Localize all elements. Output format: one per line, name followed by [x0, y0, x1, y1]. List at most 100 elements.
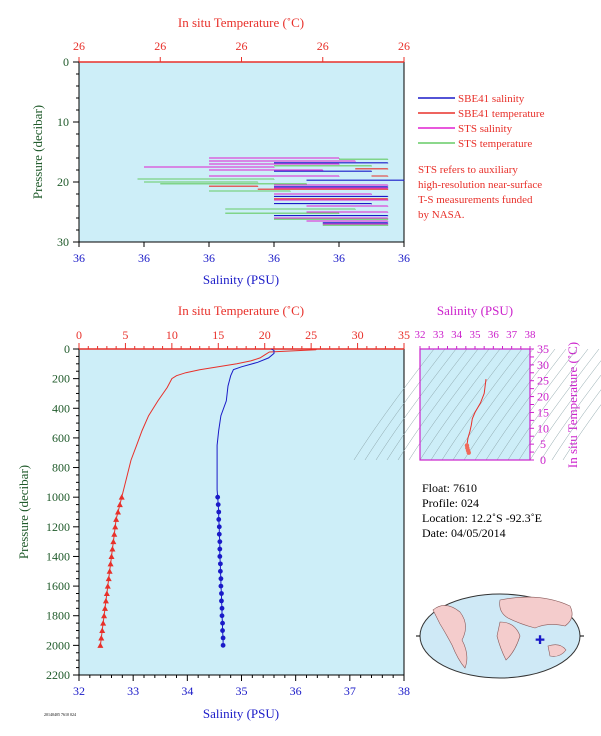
profile-marker [219, 613, 225, 619]
ts-temperature-tick-label: 25 [537, 374, 549, 388]
profile-pressure-tick-label: 200 [52, 372, 70, 386]
profile-marker [220, 635, 226, 641]
ts-panel: Salinity (PSU) In situ Temperature (˚C) … [353, 303, 601, 468]
ts-salinity-tick-label: 35 [470, 329, 482, 341]
profile-marker [113, 516, 120, 522]
profile-marker [215, 494, 221, 500]
profile-marker [107, 560, 114, 567]
map-land-australia [547, 644, 567, 657]
profile-pressure-tick-label: 400 [52, 401, 70, 415]
map-land-americas [432, 605, 468, 669]
profile-marker [220, 642, 226, 648]
profile-marker [219, 591, 224, 596]
profile-marker [100, 620, 107, 626]
profile-marker [115, 509, 121, 515]
ts-salinity-tick-label: 32 [415, 329, 426, 341]
profile-marker [217, 561, 223, 567]
profile-marker [217, 554, 223, 559]
ts-density-contour [441, 348, 523, 461]
profile-marker [104, 583, 111, 589]
ts-density-contour [540, 374, 601, 461]
legend-label-sts-salinity: STS salinity [458, 123, 513, 135]
ts-series [464, 379, 487, 455]
ts-salinity-tick-label: 33 [433, 329, 445, 341]
ts-temperature-tick-label: 0 [540, 453, 546, 467]
sts-top-tick-label: 26 [154, 39, 166, 53]
sts-left-tick-label: 0 [63, 55, 69, 69]
sts-left-tick-label: 10 [57, 115, 69, 129]
ts-density-contour [452, 348, 534, 461]
profile-temperature-tick-label: 0 [76, 328, 82, 342]
profile-panel: In situ Temperature (˚C) 0 5 10 15 20 25 30 35 … [16, 303, 410, 721]
profile-series [97, 348, 318, 648]
legend-note-line-3: T-S measurements funded [418, 194, 533, 206]
profile-marker [106, 568, 113, 574]
legend-note-line-1: STS refers to auxiliary [418, 164, 518, 176]
float-location: Location: 12.2˚S -92.3˚E [422, 511, 542, 525]
sts-bottom-tick-label: 36 [268, 251, 280, 265]
profile-series-sbe41-salinity-deep [215, 494, 226, 648]
ts-salinity-tick-label: 36 [488, 329, 500, 341]
world-map: ✚ [416, 593, 584, 679]
profile-marker [108, 553, 115, 559]
ts-salinity-ticks: 32 33 34 35 36 37 38 [415, 329, 536, 349]
profile-temperature-tick-label: 30 [352, 328, 364, 342]
profile-marker [216, 509, 222, 515]
profile-salinity-tick-label: 37 [344, 684, 356, 698]
sts-bottom-tick-label: 36 [138, 251, 150, 265]
float-info: Float: 7610 Profile: 024 Location: 12.2˚… [422, 481, 542, 540]
float-position-marker: ✚ [535, 633, 545, 647]
profile-y-axis-label: Pressure (decibar) [16, 465, 31, 559]
sts-bottom-tick-label: 36 [333, 251, 345, 265]
profile-temperature-ticks: 0 5 10 15 20 25 30 35 [76, 328, 410, 349]
legend-label-sbe41-temperature: SBE41 temperature [458, 108, 545, 120]
profile-salinity-tick-label: 34 [181, 684, 193, 698]
profile-pressure-tick-label: 1400 [46, 549, 70, 563]
ts-marker [466, 450, 471, 455]
profile-marker [216, 531, 222, 537]
legend-note-line-2: high-resolution near-surface [418, 179, 542, 191]
profile-marker [218, 576, 224, 582]
ts-temperature-tick-label: 10 [537, 421, 549, 435]
profile-temperature-tick-label: 25 [305, 328, 317, 342]
profile-salinity-tick-label: 36 [290, 684, 302, 698]
profile-marker [217, 568, 223, 574]
profile-pressure-tick-label: 1800 [46, 609, 70, 623]
profile-salinity-tick-label: 35 [236, 684, 248, 698]
profile-marker [103, 590, 110, 596]
profile-line [216, 348, 275, 498]
profile-marker [219, 605, 225, 611]
profile-marker [216, 524, 222, 530]
profile-pressure-tick-label: 1200 [46, 520, 70, 534]
profile-salinity-tick-label: 38 [398, 684, 410, 698]
map-land-africa [496, 621, 521, 661]
ts-density-contour [518, 348, 600, 461]
profile-pressure-tick-label: 1000 [46, 490, 70, 504]
profile-marker [118, 494, 125, 500]
ts-density-contour [375, 348, 457, 461]
ts-salinity-tick-label: 37 [506, 329, 518, 341]
sts-top-tick-label: 26 [317, 39, 329, 53]
ts-temperature-tick-label: 15 [537, 405, 549, 419]
profile-marker [217, 546, 223, 552]
legend-note-line-4: by NASA. [418, 209, 465, 221]
profile-marker [220, 620, 225, 626]
sts-top-axis-label: In situ Temperature (˚C) [178, 15, 304, 30]
profile-series-sbe41-temperature [121, 348, 318, 498]
sts-series-sts-temperature [137, 158, 389, 226]
sts-bottom-tick-label: 36 [398, 251, 410, 265]
ts-density-contour [408, 348, 490, 461]
profile-marker [116, 501, 123, 508]
profile-temperature-tick-label: 10 [166, 328, 178, 342]
sts-x-axis-label: Salinity (PSU) [203, 272, 279, 287]
ts-temperature-tick-label: 30 [537, 358, 549, 372]
sts-top-tick-label: 26 [73, 39, 85, 53]
sts-series-sbe41-temperature [209, 168, 389, 200]
ts-density-contour [419, 348, 501, 461]
profile-marker [111, 531, 118, 537]
ts-density-contour [364, 348, 446, 461]
profile-pressure-tick-label: 600 [52, 431, 70, 445]
profile-temperature-tick-label: 35 [398, 328, 410, 342]
